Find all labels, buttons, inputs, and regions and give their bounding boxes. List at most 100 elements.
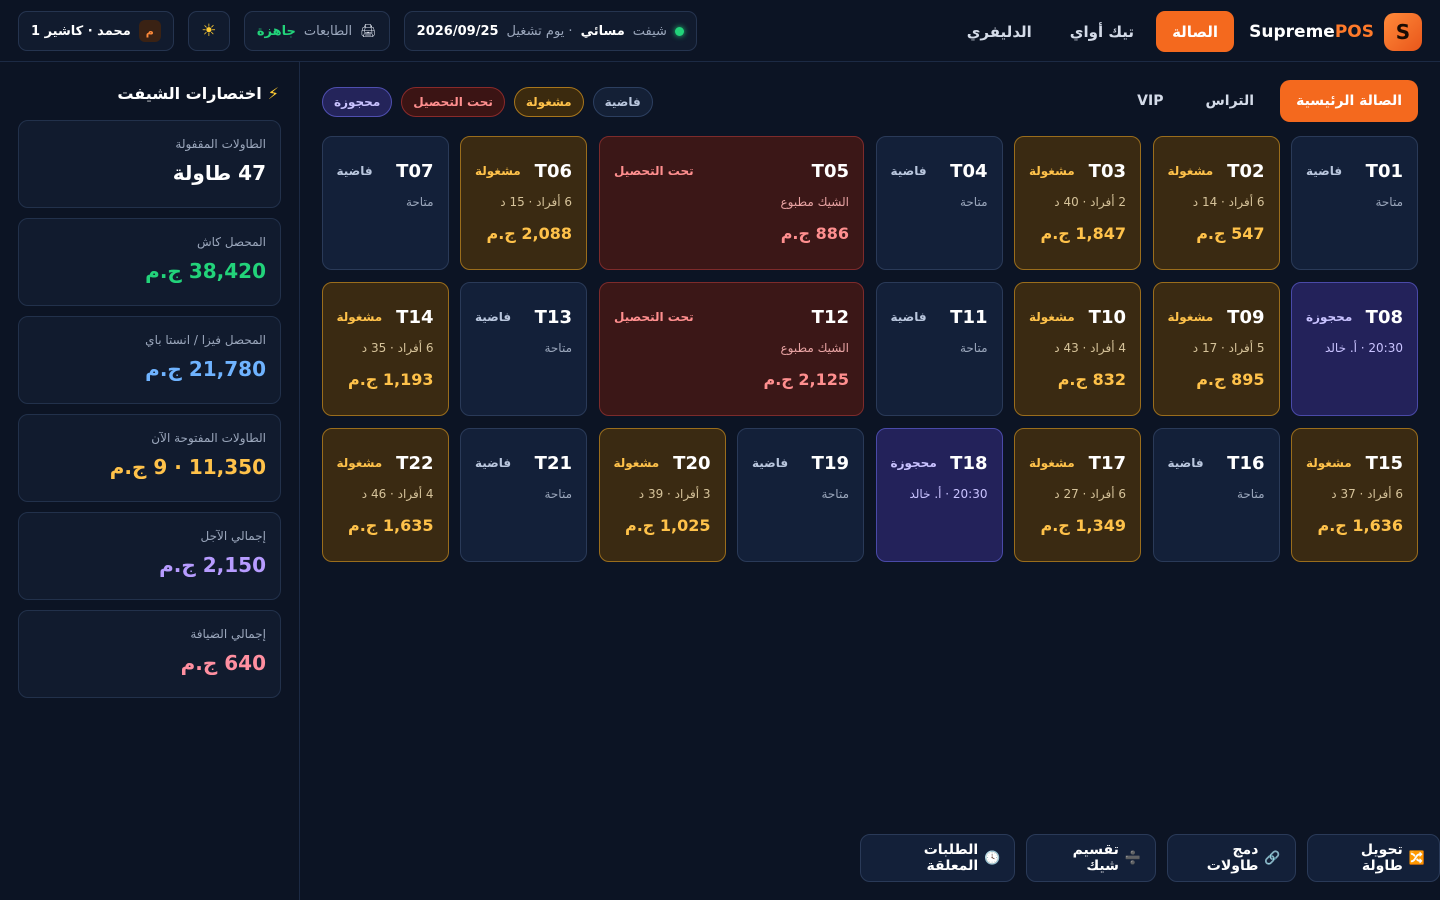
table-status: تحت التحصيل bbox=[614, 310, 694, 324]
table-id: T06 bbox=[534, 160, 572, 182]
legend-free[interactable]: فاضية bbox=[592, 87, 653, 117]
table-detail: 6 أفراد · 27 د bbox=[1054, 487, 1126, 501]
table-status: مشغولة bbox=[1167, 164, 1214, 178]
table-card-t02[interactable]: T02 مشغولة 6 أفراد · 14 د 547 ج.م bbox=[1152, 136, 1280, 270]
table-detail: متاحة bbox=[959, 195, 988, 209]
clock-icon: 🕓 bbox=[984, 850, 1001, 866]
stat-card: الطاولات المفتوحة الآن 11,350 · 9 ج.م bbox=[18, 414, 281, 502]
table-status: فاضية bbox=[890, 164, 927, 178]
table-card-head: T14 مشغولة bbox=[337, 305, 434, 329]
theme-toggle-button[interactable]: ☀ bbox=[187, 11, 230, 51]
stat-label: إجمالي الضيافة bbox=[190, 627, 266, 641]
sidebar-title-text: اختصارات الشيفت bbox=[117, 84, 262, 103]
table-card-t22[interactable]: T22 مشغولة 4 أفراد · 46 د 1,635 ج.م bbox=[321, 428, 449, 562]
action-label: تقسيم شيك bbox=[1072, 842, 1119, 874]
table-card-head: T13 فاضية bbox=[475, 305, 572, 329]
table-card-head: T06 مشغولة bbox=[475, 159, 572, 183]
brand-name-a: Supreme bbox=[1249, 22, 1335, 42]
hall-tab-terrace[interactable]: التراس bbox=[1205, 93, 1255, 109]
table-status: مشغولة bbox=[1029, 456, 1075, 470]
table-card-t06[interactable]: T06 مشغولة 6 أفراد · 15 د 2,088 ج.م bbox=[460, 136, 587, 270]
hall-tab-vip[interactable]: VIP bbox=[1137, 93, 1164, 109]
table-card-head: T15 مشغولة bbox=[1306, 451, 1403, 475]
table-id: T12 bbox=[811, 306, 849, 328]
table-amount: 1,349 ج.م bbox=[1040, 516, 1126, 535]
table-card-t16[interactable]: T16 فاضية متاحة bbox=[1152, 428, 1280, 562]
table-id: T02 bbox=[1227, 160, 1265, 182]
table-card-head: T18 محجوزة bbox=[891, 451, 988, 475]
stat-value: 2,150 ج.م bbox=[159, 553, 266, 577]
legend-occupied[interactable]: مشغولة bbox=[513, 87, 584, 117]
table-status: مشغولة bbox=[336, 456, 383, 470]
nav-tab-takeaway[interactable]: تيك أواي bbox=[1069, 22, 1135, 41]
table-status: مشغولة bbox=[613, 456, 660, 470]
table-card-head: T22 مشغولة bbox=[337, 451, 434, 475]
table-card-t13[interactable]: T13 فاضية متاحة bbox=[460, 282, 587, 416]
table-card-head: T07 فاضية bbox=[337, 159, 434, 183]
nav-tab-delivery[interactable]: الدليفري bbox=[966, 22, 1032, 41]
table-card-t21[interactable]: T21 فاضية متاحة bbox=[460, 428, 587, 562]
table-detail: 20:30 · أ. خالد bbox=[1324, 341, 1403, 355]
table-card-t07[interactable]: T07 فاضية متاحة bbox=[321, 136, 449, 270]
shift-shortcuts-sidebar: ⚡ اختصارات الشيفت الطاولات المقفولة 47 طا… bbox=[0, 62, 300, 900]
tables-grid: T01 فاضية متاحة T02 مشغولة 6 أفراد · 14 د 547 … bbox=[321, 136, 1418, 562]
user-pill[interactable]: م محمد · كاشير 1 bbox=[18, 11, 174, 51]
table-card-t19[interactable]: T19 فاضية متاحة bbox=[737, 428, 864, 562]
link-icon: 🔗 bbox=[1264, 850, 1281, 866]
table-card-t03[interactable]: T03 مشغولة 2 أفراد · 40 د 1,847 ج.م bbox=[1014, 136, 1141, 270]
table-status: فاضية bbox=[1306, 164, 1343, 178]
table-id: T17 bbox=[1088, 452, 1126, 474]
table-id: T09 bbox=[1227, 306, 1265, 328]
action-button-clock[interactable]: 🕓 الطلبات المعلقة bbox=[860, 834, 1016, 882]
table-card-head: T11 فاضية bbox=[891, 305, 988, 329]
table-detail: متاحة bbox=[959, 341, 988, 355]
table-card-t08[interactable]: T08 محجوزة 20:30 · أ. خالد bbox=[1291, 282, 1418, 416]
legend-collecting[interactable]: تحت التحصيل bbox=[401, 87, 505, 117]
table-status: مشغولة bbox=[1306, 456, 1352, 470]
table-amount: 1,635 ج.م bbox=[347, 516, 434, 535]
printer-status[interactable]: 🖨 الطابعات جاهزة bbox=[243, 11, 390, 51]
table-card-t17[interactable]: T17 مشغولة 6 أفراد · 27 د 1,349 ج.م bbox=[1014, 428, 1141, 562]
table-detail: 4 أفراد · 43 د bbox=[1054, 341, 1126, 355]
table-status: تحت التحصيل bbox=[614, 164, 694, 178]
sidebar-title: ⚡ اختصارات الشيفت bbox=[117, 84, 279, 103]
table-card-t18[interactable]: T18 محجوزة 20:30 · أ. خالد bbox=[875, 428, 1003, 562]
table-id: T04 bbox=[950, 160, 988, 182]
table-id: T19 bbox=[811, 452, 849, 474]
hall-tab-main[interactable]: الصالة الرئيسية bbox=[1280, 80, 1418, 122]
table-card-head: T01 فاضية bbox=[1306, 159, 1403, 183]
table-detail: 5 أفراد · 17 د bbox=[1192, 341, 1265, 355]
table-card-t15[interactable]: T15 مشغولة 6 أفراد · 37 د 1,636 ج.م bbox=[1291, 428, 1418, 562]
stat-label: إجمالي الآجل bbox=[200, 529, 266, 543]
table-card-t09[interactable]: T09 مشغولة 5 أفراد · 17 د 895 ج.م bbox=[1152, 282, 1280, 416]
action-button-split[interactable]: ➗ تقسيم شيك bbox=[1026, 834, 1157, 882]
table-detail: الشيك مطبوع bbox=[780, 195, 850, 209]
table-card-head: T08 محجوزة bbox=[1306, 305, 1403, 329]
table-status: مشغولة bbox=[1029, 310, 1075, 324]
main-nav: الصالة تيك أواي الدليفري bbox=[951, 11, 1234, 52]
brand-name: SupremePOS bbox=[1249, 22, 1374, 42]
nav-tab-hall[interactable]: الصالة bbox=[1156, 11, 1234, 52]
shift-status: شيفت مسائي · يوم تشغيل 2026/09/25 bbox=[403, 11, 697, 51]
action-button-transfer[interactable]: 🔀 تحويل طاولة bbox=[1306, 834, 1440, 882]
table-amount: 2,088 ج.م bbox=[486, 224, 572, 243]
bolt-icon: ⚡ bbox=[267, 84, 279, 103]
table-card-t10[interactable]: T10 مشغولة 4 أفراد · 43 د 832 ج.م bbox=[1014, 282, 1141, 416]
table-card-head: T19 فاضية bbox=[752, 451, 849, 475]
table-card-t01[interactable]: T01 فاضية متاحة bbox=[1291, 136, 1418, 270]
table-card-t12[interactable]: T12 تحت التحصيل الشيك مطبوع 2,125 ج.م bbox=[599, 282, 864, 416]
table-id: T15 bbox=[1365, 452, 1403, 474]
table-card-t14[interactable]: T14 مشغولة 6 أفراد · 35 د 1,193 ج.م bbox=[321, 282, 449, 416]
table-card-t05[interactable]: T05 تحت التحصيل الشيك مطبوع 886 ج.م bbox=[599, 136, 864, 270]
table-id: T08 bbox=[1365, 306, 1403, 328]
table-card-t20[interactable]: T20 مشغولة 3 أفراد · 39 د 1,025 ج.م bbox=[598, 428, 726, 562]
table-card-head: T02 مشغولة bbox=[1168, 159, 1265, 183]
table-card-head: T03 مشغولة bbox=[1029, 159, 1126, 183]
table-card-t11[interactable]: T11 فاضية متاحة bbox=[875, 282, 1003, 416]
action-button-link[interactable]: 🔗 دمج طاولات bbox=[1167, 834, 1296, 882]
legend-reserved[interactable]: محجوزة bbox=[322, 87, 393, 117]
table-card-t04[interactable]: T04 فاضية متاحة bbox=[875, 136, 1003, 270]
shift-status-dot-icon bbox=[674, 26, 684, 36]
stat-value: 21,780 ج.م bbox=[145, 357, 266, 381]
table-detail: متاحة bbox=[405, 195, 434, 209]
